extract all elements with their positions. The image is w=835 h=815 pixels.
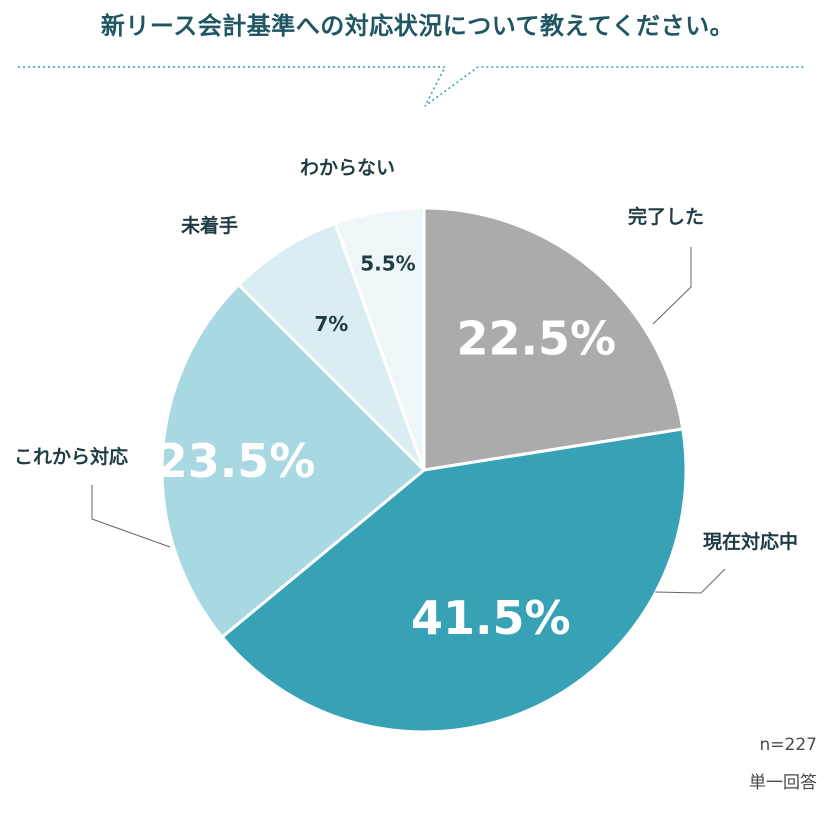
speech-bubble-divider (18, 66, 805, 107)
pie-slice (333, 206, 426, 472)
slice-category-label: 現在対応中 (703, 530, 798, 553)
answer-type-note: 単一回答 (749, 773, 817, 793)
pie-slice (160, 283, 426, 639)
slice-value-label: 23.5% (156, 434, 316, 488)
slice-category-label: 未着手 (180, 214, 238, 237)
pie-slice (237, 221, 426, 472)
leader-line (652, 247, 692, 325)
pie-slice (422, 206, 685, 472)
slice-value-label: 22.5% (457, 312, 617, 366)
leader-line (91, 485, 171, 548)
slice-value-label: 5.5% (360, 252, 415, 276)
slice-category-label: わからない (300, 157, 395, 179)
chart-title: 新リース会計基準への対応状況について教えてください。 (100, 12, 735, 40)
slice-value-label: 41.5% (411, 591, 571, 645)
leader-line (654, 568, 726, 594)
slice-value-label: 7% (314, 312, 348, 336)
pie-slice (220, 427, 688, 734)
slice-category-label: 完了した (628, 205, 704, 228)
sample-size-note: n=227 (759, 735, 817, 755)
slice-category-label: これから対応 (14, 445, 128, 468)
